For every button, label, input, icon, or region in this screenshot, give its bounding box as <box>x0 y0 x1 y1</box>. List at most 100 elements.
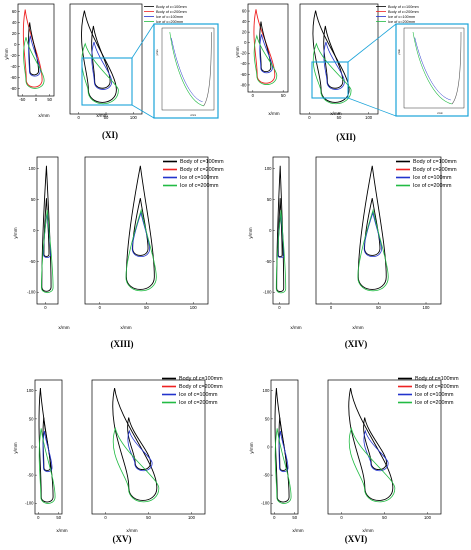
x-tick-label: 0 <box>44 305 47 310</box>
y-axis-label: y/mm <box>4 48 9 59</box>
inset-curve <box>203 32 212 107</box>
x-axis-label: x/mm <box>38 113 49 118</box>
x-tick-label: 0 <box>278 305 281 310</box>
legend-label: Body of c=200mm <box>415 384 459 390</box>
x-axis-label: x/mm <box>330 111 341 116</box>
inset-curve <box>414 37 451 101</box>
panel-caption: (XIV) <box>345 339 368 349</box>
panel-caption: (XV) <box>113 534 132 544</box>
panel-xiv: 0 0 50 100 -100 -50 0 50 100 y/mm x/mm x/mm Body of … <box>248 156 457 349</box>
ice-c200-line <box>253 34 278 85</box>
legend-label: Ice of c=100mm <box>413 175 452 181</box>
legend-label: Ice of c=200mm <box>413 183 452 189</box>
x-axis-label: x/mm <box>126 528 137 533</box>
ice-c200-line <box>357 208 389 292</box>
y-tick-label: -50 <box>29 259 36 264</box>
x-tick-label: 0 <box>37 515 40 520</box>
y-axis-label: y/mm <box>236 46 240 57</box>
x-tick-label: 100 <box>365 115 373 120</box>
x-tick-label: 50 <box>104 115 109 120</box>
y-tick-label: 0 <box>33 228 36 233</box>
y-tick-label: 20 <box>12 31 17 36</box>
ice-c100-line <box>363 429 389 472</box>
body-c100-line <box>363 417 388 471</box>
legend-label: Body of c=200mm <box>156 10 187 14</box>
ice-c200-line <box>23 37 45 89</box>
x-tick-label: 0 <box>99 305 102 310</box>
inset-y-label: y/mm <box>156 50 159 56</box>
panel-caption: (XII) <box>336 132 356 142</box>
x-axis-label: x/mm <box>268 111 279 116</box>
plot-frame <box>327 379 442 515</box>
y-tick-label: -20 <box>240 51 247 56</box>
inset-frame <box>153 23 219 119</box>
y-tick-label: 100 <box>265 166 273 171</box>
panel-xiii: 0 0 50 100 -100 -50 0 50 100 y/mm x/mm x/mm Body of … <box>13 156 224 349</box>
legend-label: Body of c=200mm <box>413 167 457 173</box>
y-tick-label: 0 <box>14 42 17 47</box>
y-tick-label: -100 <box>25 501 34 506</box>
x-tick-label: -50 <box>19 97 26 102</box>
y-axis-label: y/mm <box>248 227 253 238</box>
body-c200-line <box>125 165 155 290</box>
ice-c200-line <box>112 426 160 503</box>
ice-c200-line <box>275 210 287 294</box>
y-tick-label: -60 <box>240 72 247 77</box>
inset-curve <box>451 31 462 105</box>
ice-c100-line <box>91 41 113 90</box>
x-tick-label: 50 <box>292 515 297 520</box>
inset-curve <box>171 37 203 103</box>
inset-frame <box>395 23 469 117</box>
body-c200-line <box>312 10 350 103</box>
y-tick-label: 0 <box>31 444 34 449</box>
plot-frame <box>84 156 209 305</box>
body-c200-line <box>112 387 158 501</box>
ice-c200-line <box>348 426 396 503</box>
y-tick-label: -50 <box>27 473 34 478</box>
y-tick-label: -80 <box>10 86 17 91</box>
body-c200-line <box>276 165 285 292</box>
x-tick-label: 0 <box>340 515 343 520</box>
y-tick-label: 100 <box>263 388 271 393</box>
y-tick-label: -50 <box>265 259 272 264</box>
y-tick-label: -40 <box>240 61 247 66</box>
y-tick-label: 0 <box>269 228 272 233</box>
ice-c200-line <box>125 208 157 292</box>
ice-c200-line <box>312 42 352 104</box>
panel-xv: 0 50 0 50 100 -100 -50 0 50 100 y/mm x/mm x/mm Body o… <box>13 376 223 544</box>
legend-label: Ice of c=200mm <box>388 20 415 24</box>
y-tick-label: -60 <box>10 75 17 80</box>
ice-c200-line <box>38 428 56 504</box>
panel-caption: (XI) <box>102 130 118 140</box>
legend-label: Body of c=100mm <box>156 5 187 9</box>
ice-c100-line <box>28 35 41 77</box>
y-tick-label: -80 <box>240 82 247 87</box>
y-tick-label: 60 <box>242 8 247 13</box>
ice-c100-line <box>42 430 53 473</box>
x-axis-label: x/mm <box>352 325 363 330</box>
plot-frame <box>315 156 442 305</box>
legend-label: Ice of c=100mm <box>156 15 183 19</box>
legend-label: Body of c=100mm <box>388 5 419 9</box>
ice-c100-line <box>127 429 153 472</box>
x-tick-label: 50 <box>144 305 149 310</box>
plot-frame <box>69 3 143 115</box>
y-tick-label: 100 <box>27 388 35 393</box>
legend-label: Ice of c=100mm <box>388 15 415 19</box>
y-tick-label: 100 <box>29 166 37 171</box>
legend-label: Body of c=100mm <box>415 376 459 382</box>
panel-caption: (XVI) <box>345 534 368 544</box>
legend-label: Body of c=200mm <box>179 384 223 390</box>
body-c100-line <box>323 25 344 89</box>
legend-label: Ice of c=200mm <box>180 183 219 189</box>
y-tick-label: -100 <box>261 501 270 506</box>
panel-xii: 0 50 0 50 100 -80 -60 -40 -20 0 20 40 60 y/mm x/mm x/mm… <box>236 3 469 142</box>
y-tick-label: -50 <box>263 473 270 478</box>
x-axis-label: x/mm <box>362 528 373 533</box>
y-axis-label: y/mm <box>249 442 254 453</box>
ice-c200-line <box>274 428 292 504</box>
x-tick-label: 0 <box>308 115 311 120</box>
x-tick-label: 50 <box>376 305 381 310</box>
panel-caption: (XIII) <box>110 339 133 349</box>
